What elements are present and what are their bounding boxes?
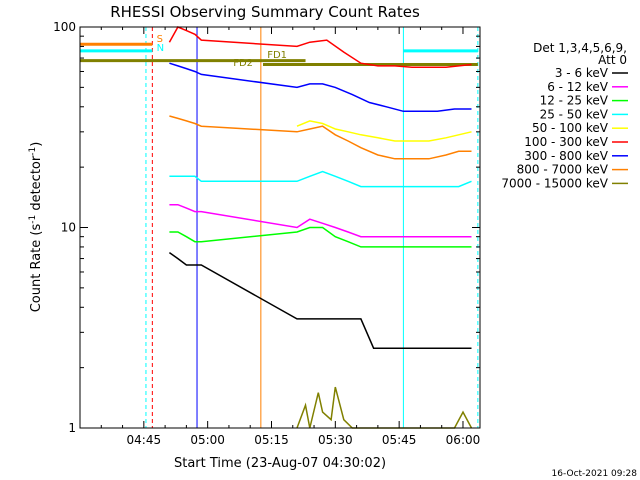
footer-timestamp: 16-Oct-2021 09:28 [552,469,638,479]
legend-label: 100 - 300 keV [524,135,608,149]
y-tick-label: 1 [68,421,76,435]
series-line-5 [169,203,472,238]
state-label-fd2: FD2 [233,58,253,69]
chart-title: RHESSI Observing Summary Count Rates [110,3,420,21]
legend-label: 7000 - 15000 keV [501,176,608,190]
y-axis-label: Count Rate (s-1 detector-1) [28,142,44,313]
legend-label: 25 - 50 keV [540,107,609,121]
legend-label: 300 - 800 keV [524,149,608,163]
plot-area: SN FD2 FD1 [79,26,481,429]
x-tick-label: 05:15 [254,433,289,447]
series-line-0 [168,26,472,68]
x-axis-label: Start Time (23-Aug-07 04:30:02) [174,456,386,471]
y-tick-label: 10 [61,221,76,235]
series-line-7 [168,251,472,349]
x-tick-label: 05:45 [382,433,417,447]
legend-label: 800 - 7000 keV [517,163,609,177]
legend-header-detectors: Det 1,3,4,5,6,9, [533,41,627,55]
series-line-4 [169,170,472,188]
series-line-6 [169,226,472,248]
state-label-n: N [157,43,164,54]
y-axis-label-exponent-2: -1 [28,147,38,156]
series-line-8 [296,386,473,429]
x-axis: 04:45 05:00 05:15 05:30 05:45 06:00 [100,27,481,447]
legend-label: 3 - 6 keV [555,66,609,80]
x-tick-label: 06:00 [446,433,481,447]
plot-frame [79,26,481,429]
y-tick-label: 100 [53,20,76,34]
legend-label: 50 - 100 keV [532,121,609,135]
legend-label: 6 - 12 keV [547,80,609,94]
series-line-2 [169,115,472,160]
series-line-3 [296,120,472,142]
series-line-1 [169,62,472,113]
x-tick-label: 05:00 [190,433,225,447]
y-axis-label-close: ) [29,142,44,147]
y-axis-label-exponent: -1 [28,215,38,224]
y-axis-label-unit: detector [29,155,44,215]
state-label-fd1: FD1 [267,50,287,61]
x-tick-label: 04:45 [127,433,162,447]
legend-label: 12 - 25 keV [540,94,609,108]
y-axis: 1 10 100 [53,20,480,435]
legend-header-attenuator: Att 0 [598,53,627,67]
y-axis-label-main: Count Rate (s [29,224,44,313]
x-tick-label: 05:30 [318,433,353,447]
state-label-s: S [157,34,163,45]
